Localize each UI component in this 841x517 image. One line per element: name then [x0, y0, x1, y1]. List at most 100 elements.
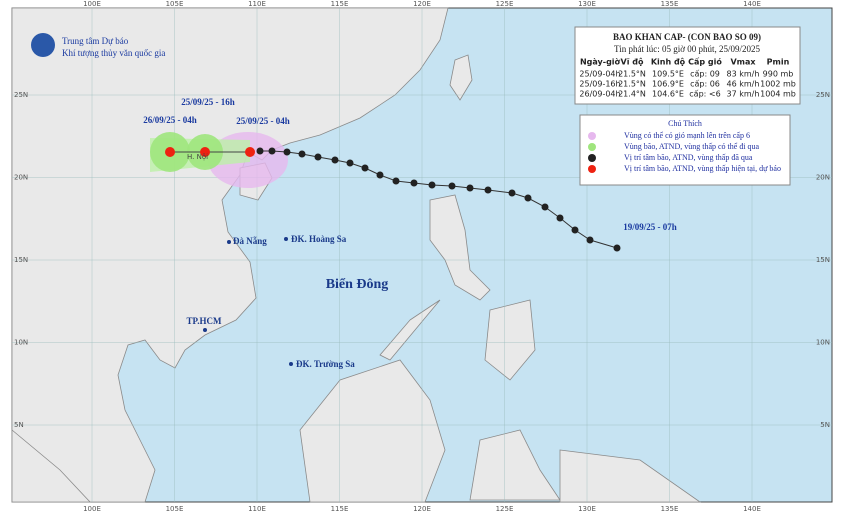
lat-label: 10N	[14, 339, 28, 347]
place-label: Đà Nẵng	[233, 236, 267, 246]
past-position	[256, 147, 264, 155]
past-position	[466, 184, 474, 192]
bulletin-issued: Tin phát lúc: 05 giờ 00 phút, 25/09/2025	[614, 44, 760, 54]
place-dot	[289, 362, 293, 366]
bulletin-title: BAO KHAN CAP- (CON BAO SO 09)	[613, 32, 761, 42]
lon-label: 105E	[166, 0, 184, 8]
place-label: ĐK. Hoàng Sa	[291, 234, 347, 244]
agency-line: Khí tượng thủy văn quốc gia	[62, 48, 165, 58]
logo	[31, 33, 55, 57]
table-header: Cấp gió	[688, 57, 722, 67]
lat-label: 25N	[14, 91, 28, 99]
table-header: Vĩ độ	[621, 58, 644, 67]
legend-swatch	[588, 154, 596, 162]
past-position	[392, 177, 400, 185]
lon-label: 110E	[248, 0, 266, 8]
table-cell: 104.6°E	[652, 90, 684, 99]
past-position	[556, 214, 564, 222]
lon-label: 120E	[413, 505, 431, 513]
past-position	[428, 181, 436, 189]
legend-item: Vị trí tâm bão, ATND, vùng thấp hiện tại…	[624, 164, 781, 173]
track-label: 25/09/25 - 16h	[181, 97, 235, 107]
forecast-position	[200, 147, 210, 157]
past-position	[346, 159, 354, 167]
bulletin-bg	[574, 26, 801, 105]
lon-label: 100E	[83, 505, 101, 513]
table-cell: 25/09-04h	[579, 70, 620, 79]
track-label: 19/09/25 - 07h	[623, 222, 677, 232]
legend-swatch	[588, 165, 596, 173]
agency-line: Trung tâm Dự báo	[62, 36, 129, 46]
past-position	[268, 147, 276, 155]
track-label: 26/09/25 - 04h	[143, 115, 197, 125]
legend-bg	[579, 114, 791, 186]
past-position	[410, 179, 418, 187]
past-position	[298, 150, 306, 158]
past-position	[586, 236, 594, 244]
lon-label: 125E	[496, 505, 514, 513]
table-header: Ngày-giờ	[580, 57, 621, 67]
lon-label: 130E	[578, 0, 596, 8]
current-position	[245, 147, 255, 157]
legend-item: Vị trí tâm bão, ATND, vùng thấp đã qua	[624, 153, 753, 162]
lon-label: 140E	[743, 0, 761, 8]
lat-label: 20N	[816, 174, 830, 182]
table-cell: 37 km/h	[727, 90, 760, 99]
table-header: Pmin	[767, 58, 790, 67]
lon-label: 140E	[743, 505, 761, 513]
table-cell: 21.5°N	[618, 70, 646, 79]
forecast-table: Ngày-giờ Vĩ độ Kinh độ Cấp gió Vmax Pmin 25/09…	[579, 57, 795, 99]
legend-swatch	[588, 132, 596, 140]
table-cell: 46 km/h	[727, 80, 760, 89]
lon-label: 120E	[413, 0, 431, 8]
lat-label: 20N	[14, 174, 28, 182]
legend: Chú Thích Vùng có thể có gió mạnh lên tr…	[579, 114, 791, 186]
table-cell: cấp: 09	[690, 69, 720, 79]
graticule: 100E 100E 105E 105E 110E 110E 115E 115E 120E 120E…	[12, 0, 832, 513]
legend-swatch	[588, 143, 596, 151]
sea-label: Biển Đông	[326, 277, 389, 292]
lon-label: 135E	[661, 0, 679, 8]
table-cell: 109.5°E	[652, 70, 684, 79]
lon-label: 115E	[331, 0, 349, 8]
lon-label: 135E	[661, 505, 679, 513]
lat-label: 5N	[14, 421, 24, 429]
table-header: Kinh độ	[651, 58, 686, 67]
table-cell: 25/09-16h	[579, 80, 620, 89]
table-cell: 21.4°N	[618, 90, 646, 99]
table-cell: cấp: <6	[689, 89, 720, 99]
lon-label: 115E	[331, 505, 349, 513]
lon-label: 105E	[166, 505, 184, 513]
lat-label: 15N	[14, 256, 28, 264]
table-header: Vmax	[730, 58, 756, 67]
place-dot	[284, 237, 288, 241]
legend-item: Vùng có thể có gió mạnh lên trên cấp 6	[624, 131, 750, 140]
legend-title: Chú Thích	[668, 119, 702, 128]
past-position	[484, 186, 492, 194]
bulletin-box: BAO KHAN CAP- (CON BAO SO 09) Tin phát l…	[574, 26, 801, 105]
table-cell: 83 km/h	[727, 70, 760, 79]
forecast-position	[165, 147, 175, 157]
past-position	[361, 164, 369, 172]
table-cell: 106.9°E	[652, 80, 684, 89]
place-label: ĐK. Trường Sa	[296, 359, 355, 369]
past-position	[571, 226, 579, 234]
table-cell: 1002 mb	[760, 80, 796, 89]
table-cell: 990 mb	[763, 70, 794, 79]
past-position	[314, 153, 322, 161]
past-position	[541, 203, 549, 211]
place-label: TP.HCM	[187, 316, 222, 326]
table-cell: cấp: 06	[690, 79, 720, 89]
table-cell: 1004 mb	[760, 90, 796, 99]
lat-label: 10N	[816, 339, 830, 347]
lon-label: 110E	[248, 505, 266, 513]
lon-label: 130E	[578, 505, 596, 513]
track-line	[260, 150, 618, 249]
lat-label: 5N	[820, 421, 830, 429]
past-track	[256, 147, 621, 252]
past-position	[376, 171, 384, 179]
table-cell: 21.5°N	[618, 80, 646, 89]
track-label: 25/09/25 - 04h	[236, 116, 290, 126]
lat-label: 25N	[816, 91, 830, 99]
